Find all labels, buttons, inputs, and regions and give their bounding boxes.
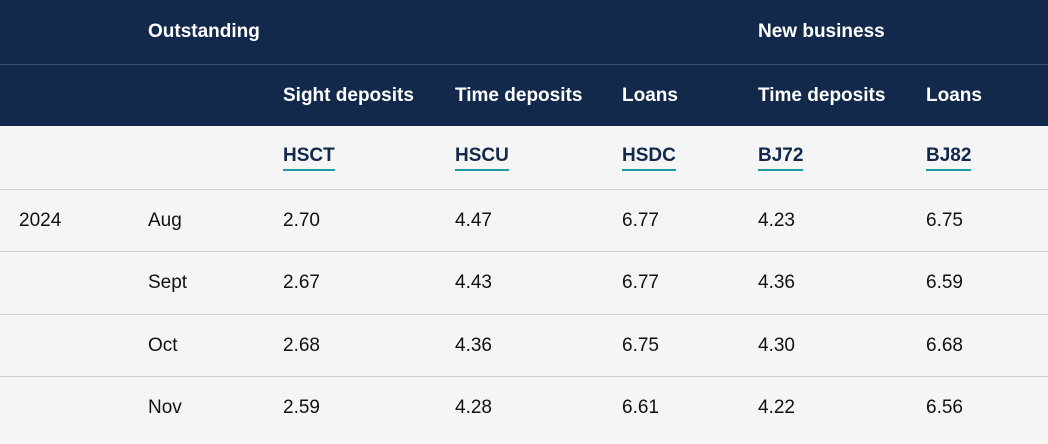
code-cell: BJ72 (758, 126, 804, 189)
column-header: Loans (926, 84, 982, 106)
code-cell: HSCU (455, 126, 509, 189)
column-header: Loans (622, 84, 678, 106)
value-cell: 4.43 (455, 272, 492, 294)
value-cell: 2.70 (283, 210, 320, 231)
group-header-row: Outstanding New business (0, 0, 1048, 64)
month-cell: Aug (148, 210, 182, 231)
code-cell: BJ82 (926, 126, 972, 189)
month-cell: Oct (148, 334, 178, 356)
data-row: 2024 Aug 2.70 4.47 6.77 4.23 6.75 (0, 189, 1048, 252)
series-code-link[interactable]: BJ82 (926, 145, 972, 171)
value-cell: 4.30 (758, 334, 795, 356)
value-cell: 6.68 (926, 334, 963, 356)
data-row: Oct 2.68 4.36 6.75 4.30 6.68 (0, 313, 1048, 377)
value-cell: 4.23 (758, 210, 795, 231)
value-cell: 6.75 (622, 334, 659, 356)
data-row: Sept 2.67 4.43 6.77 4.36 6.59 (0, 251, 1048, 314)
code-row: HSCT HSCU HSDC BJ72 BJ82 (0, 126, 1048, 189)
value-cell: 2.67 (283, 272, 320, 294)
column-header: Sight deposits (283, 84, 414, 106)
value-cell: 6.59 (926, 272, 963, 294)
column-header: Time deposits (455, 84, 583, 106)
month-cell: Nov (148, 396, 182, 418)
value-cell: 4.22 (758, 396, 795, 418)
code-cell: HSDC (622, 126, 676, 189)
value-cell: 4.28 (455, 396, 492, 418)
value-cell: 4.47 (455, 210, 492, 231)
value-cell: 6.56 (926, 396, 963, 418)
series-code-link[interactable]: HSCU (455, 145, 509, 171)
group-header: New business (758, 21, 885, 42)
value-cell: 6.61 (622, 396, 659, 418)
value-cell: 6.77 (622, 210, 659, 231)
series-code-link[interactable]: HSCT (283, 145, 335, 171)
column-header: Time deposits (758, 84, 886, 106)
value-cell: 6.75 (926, 210, 963, 231)
value-cell: 4.36 (758, 272, 795, 294)
month-cell: Sept (148, 272, 188, 294)
year-cell: 2024 (19, 210, 62, 231)
data-row: Nov 2.59 4.28 6.61 4.22 6.56 (0, 375, 1048, 439)
value-cell: 4.36 (455, 334, 492, 356)
value-cell: 2.68 (283, 334, 320, 356)
series-code-link[interactable]: BJ72 (758, 145, 804, 171)
series-code-link[interactable]: HSDC (622, 145, 676, 171)
code-cell: HSCT (283, 126, 335, 189)
value-cell: 6.77 (622, 272, 659, 294)
column-header-row: Sight deposits Time deposits Loans Time dep… (0, 64, 1048, 126)
value-cell: 2.59 (283, 396, 320, 418)
group-header: Outstanding (148, 21, 260, 42)
